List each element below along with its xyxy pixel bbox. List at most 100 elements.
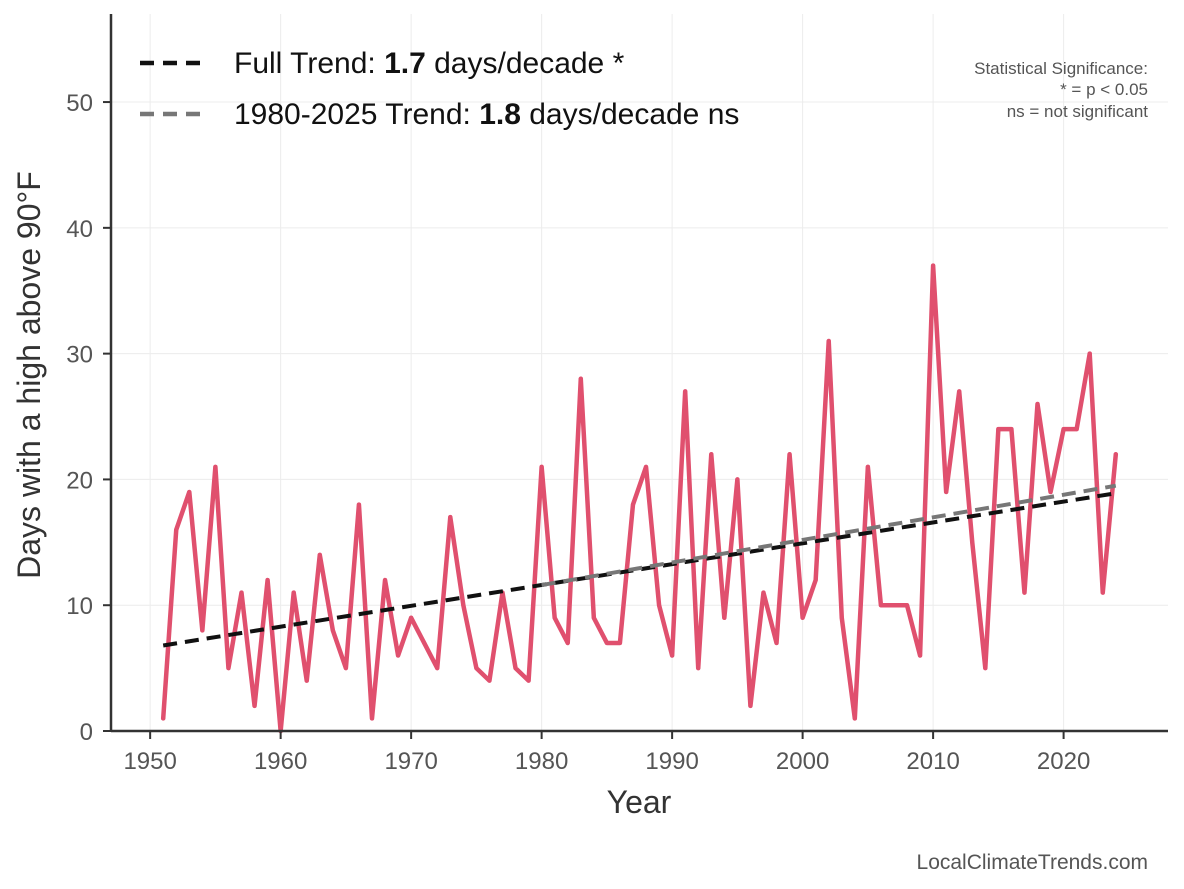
data-point-2017	[1022, 590, 1027, 595]
data-point-1972	[435, 666, 440, 671]
data-point-2010	[931, 263, 936, 268]
axis-layer	[109, 14, 1168, 733]
grid-layer	[111, 14, 1168, 732]
data-point-1970	[409, 615, 414, 620]
data-point-1982	[565, 640, 570, 645]
data-point-1985	[604, 640, 609, 645]
data-point-2016	[1009, 427, 1014, 432]
trend-line-0	[162, 491, 1117, 648]
data-point-1988	[644, 464, 649, 469]
y-tick-label-30: 30	[66, 342, 93, 369]
data-point-1974	[461, 603, 466, 608]
data-point-2012	[957, 389, 962, 394]
x-tick-label-1970: 1970	[384, 748, 437, 775]
legend-full-suffix: days/decade *	[426, 47, 625, 80]
data-point-2015	[996, 427, 1001, 432]
trend-line-1	[541, 483, 1117, 588]
data-point-1956	[226, 666, 231, 671]
legend-full-prefix: Full Trend:	[234, 47, 384, 80]
data-point-2021	[1074, 427, 1079, 432]
data-point-1971	[422, 640, 427, 645]
data-point-1976	[487, 678, 492, 683]
data-point-1955	[213, 464, 218, 469]
data-point-2023	[1100, 590, 1105, 595]
y-tick-layer: 0 10 20 30 40 50	[66, 90, 111, 746]
data-point-1966	[356, 502, 361, 507]
data-point-1968	[383, 578, 388, 583]
data-point-1987	[630, 502, 635, 507]
x-tick-label-1960: 1960	[254, 748, 307, 775]
data-point-1993	[709, 452, 714, 457]
data-point-1986	[617, 640, 622, 645]
significance-line-3: ns = not significant	[1007, 102, 1149, 121]
data-point-2011	[944, 490, 949, 494]
data-point-2005	[865, 464, 870, 469]
data-point-1954	[200, 628, 205, 633]
x-tick-label-1950: 1950	[123, 748, 176, 775]
data-point-2020	[1061, 427, 1066, 432]
data-point-2013	[970, 540, 975, 545]
y-tick-label-10: 10	[66, 593, 93, 620]
data-point-2009	[918, 653, 923, 658]
x-tick-layer: 1950 1960 1970 1980 1990 2000 2010 2020	[123, 731, 1090, 775]
data-point-1952	[174, 527, 179, 532]
data-point-1984	[591, 615, 596, 620]
data-point-1961	[291, 590, 296, 595]
x-axis-title: Year	[607, 784, 672, 820]
data-point-1992	[696, 666, 701, 671]
significance-line-2: * = p < 0.05	[1060, 80, 1148, 99]
data-point-1965	[343, 666, 348, 671]
legend-recent-suffix: days/decade ns	[521, 98, 739, 131]
y-tick-label-50: 50	[66, 90, 93, 117]
data-point-1994	[722, 615, 727, 620]
x-tick-label-1980: 1980	[515, 748, 568, 775]
x-tick-label-1990: 1990	[645, 748, 698, 775]
data-point-1978	[513, 666, 518, 671]
data-point-1990	[670, 653, 675, 658]
data-point-1983	[578, 376, 583, 381]
legend-full-value: 1.7	[384, 47, 426, 80]
data-point-2022	[1087, 351, 1092, 356]
data-point-2000	[800, 615, 805, 620]
data-point-1969	[396, 653, 401, 658]
trend-layer	[162, 483, 1117, 648]
series-line-0	[160, 263, 1119, 734]
data-point-1964	[330, 628, 335, 633]
data-point-2006	[878, 603, 883, 608]
data-point-2018	[1035, 401, 1040, 406]
data-point-1963	[317, 552, 322, 557]
data-point-2014	[983, 666, 988, 671]
data-point-2004	[852, 716, 857, 721]
series-layer	[160, 263, 1119, 734]
legend-label-full-trend: Full Trend: 1.7 days/decade *	[234, 47, 625, 80]
x-tick-label-2020: 2020	[1037, 748, 1090, 775]
data-point-1998	[774, 640, 779, 645]
legend-recent-value: 1.8	[479, 98, 521, 131]
data-point-1973	[448, 515, 453, 520]
data-point-2024	[1113, 452, 1118, 457]
x-tick-label-2000: 2000	[776, 748, 829, 775]
y-tick-label-20: 20	[66, 467, 93, 494]
data-point-1959	[265, 578, 270, 583]
y-axis-title: Days with a high above 90°F	[11, 171, 47, 579]
data-point-1975	[474, 666, 479, 671]
data-point-1979	[526, 678, 531, 683]
data-point-2001	[813, 578, 818, 583]
data-point-1953	[187, 490, 192, 494]
data-point-1957	[239, 590, 244, 595]
credit-label: LocalClimateTrends.com	[917, 851, 1148, 874]
data-point-2002	[826, 339, 831, 344]
data-point-2007	[891, 603, 896, 608]
legend-label-recent-trend: 1980-2025 Trend: 1.8 days/decade ns	[234, 98, 739, 131]
legend: Full Trend: 1.7 days/decade * 1980-2025 …	[140, 47, 739, 131]
data-point-1951	[161, 716, 166, 721]
data-point-1997	[761, 590, 766, 595]
significance-note: Statistical Significance: * = p < 0.05 n…	[974, 59, 1148, 121]
data-point-1995	[735, 477, 740, 482]
data-point-1989	[657, 603, 662, 608]
significance-line-1: Statistical Significance:	[974, 59, 1148, 78]
data-point-1999	[787, 452, 792, 457]
data-point-1996	[748, 703, 753, 708]
data-point-1958	[252, 703, 257, 708]
